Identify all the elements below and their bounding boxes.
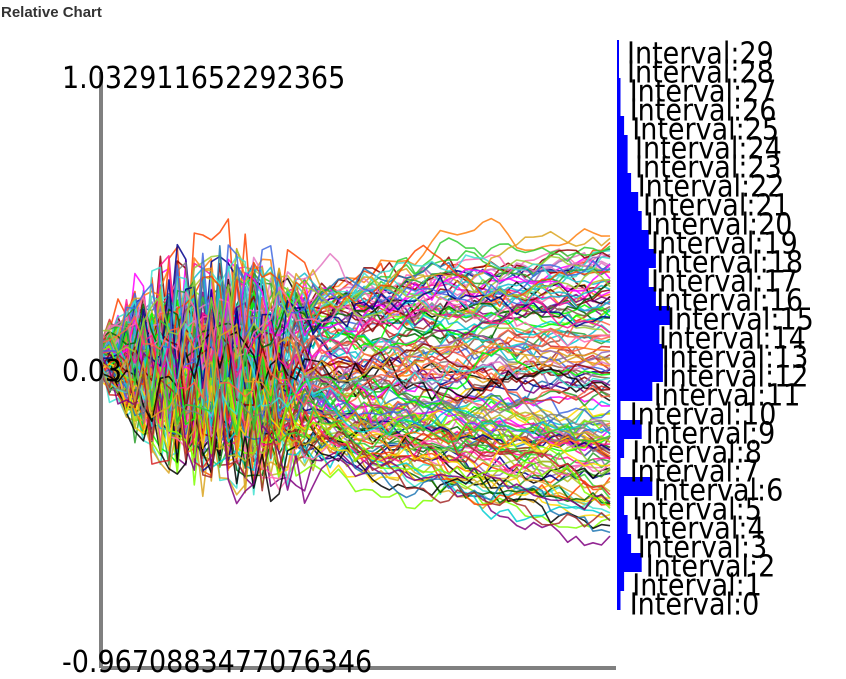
y-tick-label-1: 0.03 bbox=[62, 354, 122, 389]
hist-bar-22 bbox=[617, 173, 632, 192]
hist-label-28: Interval:28 bbox=[627, 56, 774, 91]
hist-label-25: Interval:25 bbox=[632, 113, 779, 148]
hist-bar-6 bbox=[617, 477, 653, 496]
series-line-146 bbox=[100, 244, 611, 366]
hist-label-13: Interval:13 bbox=[662, 341, 809, 376]
hist-label-18: Interval:18 bbox=[656, 246, 803, 281]
hist-bar-9 bbox=[617, 420, 642, 439]
series-line-119 bbox=[100, 348, 611, 475]
hist-label-6: Interval:6 bbox=[654, 474, 784, 509]
hist-label-4: Interval:4 bbox=[635, 512, 765, 547]
hist-bar-24 bbox=[617, 135, 628, 154]
hist-bar-21 bbox=[617, 192, 639, 211]
series-line-110 bbox=[100, 254, 611, 412]
hist-bar-28 bbox=[617, 59, 619, 78]
hist-label-27: Interval:27 bbox=[630, 75, 777, 110]
hist-bar-23 bbox=[617, 154, 628, 173]
hist-bar-7 bbox=[617, 458, 621, 477]
hist-bar-14 bbox=[617, 325, 660, 344]
hist-bar-27 bbox=[617, 78, 621, 97]
hist-bar-12 bbox=[617, 363, 663, 382]
hist-bar-3 bbox=[617, 534, 632, 553]
series-line-84 bbox=[100, 318, 611, 448]
hist-bar-8 bbox=[617, 439, 625, 458]
hist-label-9: Interval:9 bbox=[646, 417, 776, 452]
interval-histogram: Interval:0Interval:1Interval:2Interval:3… bbox=[617, 37, 814, 623]
hist-bar-20 bbox=[617, 211, 642, 230]
series-line-142 bbox=[100, 331, 611, 422]
hist-label-14: Interval:14 bbox=[659, 322, 806, 357]
hist-label-22: Interval:22 bbox=[638, 170, 785, 205]
series-line-148 bbox=[100, 316, 611, 407]
hist-bar-10 bbox=[617, 401, 621, 420]
page-title: Relative Chart bbox=[1, 4, 102, 21]
hist-label-29: Interval:29 bbox=[627, 37, 774, 72]
hist-bar-25 bbox=[617, 116, 625, 135]
hist-label-1: Interval:1 bbox=[632, 569, 762, 604]
hist-bar-4 bbox=[617, 515, 628, 534]
series-line-145 bbox=[100, 300, 611, 450]
hist-bar-5 bbox=[617, 496, 625, 515]
series-line-149 bbox=[100, 269, 611, 360]
y-tick-label-0: 1.032911652292365 bbox=[62, 61, 345, 96]
hist-label-19: Interval:19 bbox=[651, 227, 798, 262]
hist-label-2: Interval:2 bbox=[646, 550, 776, 585]
hist-bar-18 bbox=[617, 249, 656, 268]
y-tick-label-2: -0.9670883477076346 bbox=[62, 645, 372, 679]
line-chart-axes: 1.032911652292365 0.03 -0.9670883477076346 bbox=[62, 61, 616, 679]
hist-bar-0 bbox=[617, 591, 621, 610]
hist-bar-29 bbox=[617, 40, 619, 59]
hist-label-20: Interval:20 bbox=[646, 208, 793, 243]
hist-label-16: Interval:16 bbox=[656, 284, 803, 319]
series-line-139 bbox=[100, 345, 611, 509]
hist-bar-17 bbox=[617, 268, 649, 287]
hist-label-11: Interval:11 bbox=[654, 379, 801, 414]
hist-label-12: Interval:12 bbox=[662, 360, 809, 395]
hist-label-10: Interval:10 bbox=[630, 398, 777, 433]
hist-bar-13 bbox=[617, 344, 663, 363]
series-line-101 bbox=[100, 363, 611, 523]
series-line-129 bbox=[100, 331, 611, 426]
hist-label-21: Interval:21 bbox=[643, 189, 790, 224]
hist-bar-2 bbox=[617, 553, 642, 572]
series-line-140 bbox=[100, 323, 611, 417]
series-line-147 bbox=[100, 324, 611, 419]
hist-label-3: Interval:3 bbox=[638, 531, 768, 566]
hist-label-23: Interval:23 bbox=[635, 151, 782, 186]
hist-label-17: Interval:17 bbox=[651, 265, 798, 300]
series-line-124 bbox=[100, 289, 611, 406]
hist-bar-15 bbox=[617, 306, 670, 325]
series-line-120 bbox=[100, 368, 611, 534]
series-line-137 bbox=[100, 340, 611, 511]
hist-label-24: Interval:24 bbox=[635, 132, 782, 167]
hist-bar-26 bbox=[617, 97, 621, 116]
hist-label-5: Interval:5 bbox=[632, 493, 762, 528]
hist-bar-16 bbox=[617, 287, 656, 306]
hist-label-7: Interval:7 bbox=[630, 455, 760, 490]
line-series-layer bbox=[100, 217, 611, 547]
series-line-115 bbox=[100, 337, 611, 469]
hist-bar-1 bbox=[617, 572, 625, 591]
hist-bar-11 bbox=[617, 382, 653, 401]
series-line-130 bbox=[100, 263, 611, 373]
hist-label-26: Interval:26 bbox=[630, 94, 777, 129]
hist-bar-19 bbox=[617, 230, 649, 249]
hist-label-8: Interval:8 bbox=[632, 436, 762, 471]
series-line-135 bbox=[100, 275, 611, 393]
hist-label-0: Interval:0 bbox=[630, 588, 760, 623]
hist-label-15: Interval:15 bbox=[667, 303, 814, 338]
